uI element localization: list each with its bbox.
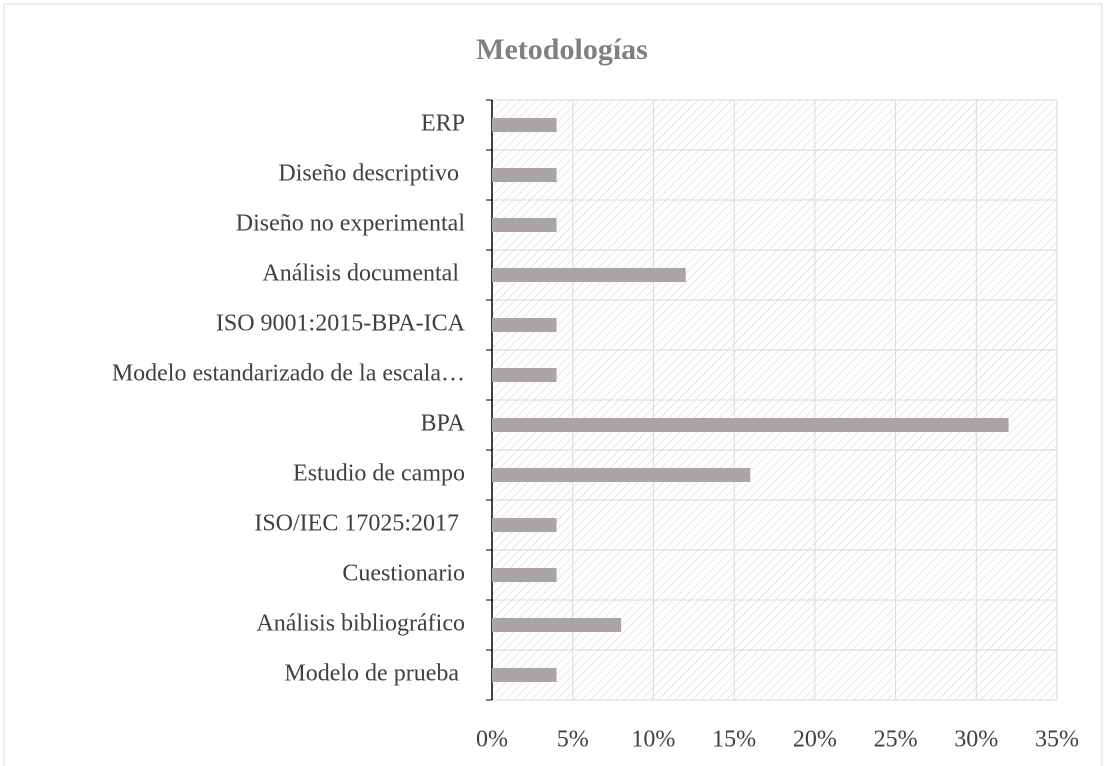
- y-tick-label: Estudio de campo: [293, 461, 465, 487]
- y-tick-label: ERP: [421, 111, 465, 137]
- x-tick-label: 15%: [712, 727, 756, 753]
- x-tick-label: 10%: [631, 727, 675, 753]
- y-tick-label: Cuestionario: [342, 561, 465, 587]
- chart-border: [3, 3, 1103, 766]
- y-tick-label: Análisis documental: [262, 261, 465, 287]
- y-tick-label: Modelo estandarizado de la escala…: [112, 361, 465, 387]
- bar: [492, 168, 557, 182]
- y-tick-label: Modelo de prueba: [284, 661, 465, 687]
- bar: [492, 618, 622, 632]
- bar: [492, 418, 1009, 432]
- y-tick-label: Diseño descriptivo: [278, 161, 465, 187]
- bar: [492, 268, 686, 282]
- x-tick-label: 0%: [476, 727, 508, 753]
- y-tick-label: Análisis bibliográfico: [256, 611, 465, 637]
- x-tick-label: 30%: [954, 727, 998, 753]
- y-tick-label: BPA: [421, 411, 466, 437]
- x-tick-label: 20%: [793, 727, 837, 753]
- x-tick-label: 5%: [557, 727, 589, 753]
- bar: [492, 118, 557, 132]
- bar: [492, 468, 751, 482]
- x-tick-label: 25%: [874, 727, 918, 753]
- bar: [492, 518, 557, 532]
- x-tick-label: 35%: [1035, 727, 1079, 753]
- chart-title: Metodologías: [476, 33, 648, 66]
- bar: [492, 318, 557, 332]
- y-tick-label: Diseño no experimental: [236, 211, 466, 237]
- bar: [492, 668, 557, 682]
- bar: [492, 218, 557, 232]
- y-tick-label: ISO/IEC 17025:2017: [254, 511, 465, 537]
- bar: [492, 568, 557, 582]
- bar: [492, 368, 557, 382]
- y-tick-label: ISO 9001:2015-BPA-ICA: [216, 311, 466, 337]
